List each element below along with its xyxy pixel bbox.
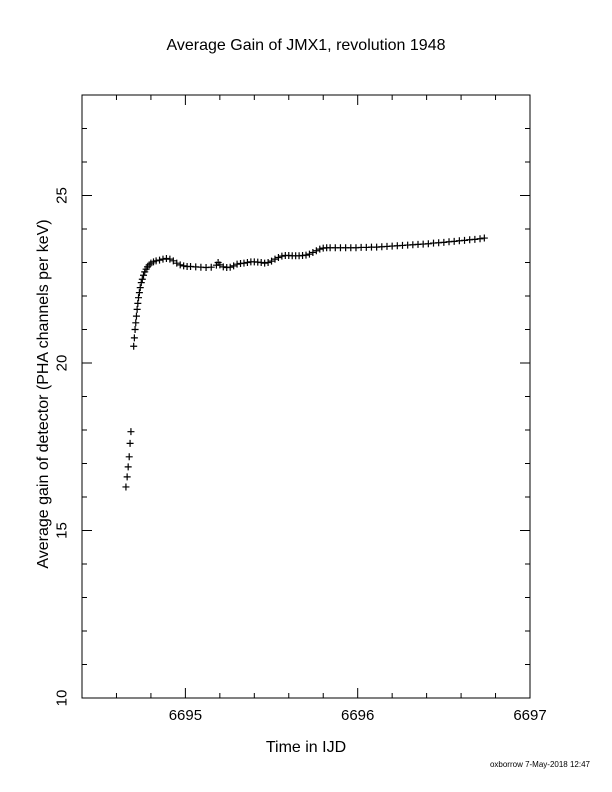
data-point	[124, 463, 132, 471]
data-point	[261, 259, 269, 267]
data-point	[131, 326, 139, 333]
data-point	[461, 236, 469, 244]
data-points	[122, 234, 488, 491]
data-point	[137, 279, 145, 287]
data-point	[471, 235, 479, 243]
data-point	[133, 305, 141, 313]
data-point	[271, 255, 279, 263]
data-point	[130, 334, 138, 342]
data-point	[176, 261, 184, 269]
data-point	[274, 253, 282, 261]
data-point	[312, 247, 320, 255]
data-point	[122, 483, 130, 491]
data-point	[226, 263, 234, 271]
data-point	[126, 439, 134, 447]
y-tick-label: 25	[54, 187, 71, 204]
data-point	[159, 255, 167, 263]
data-point	[136, 284, 144, 292]
y-axis-ticks: 10 15 20 25	[54, 94, 530, 707]
data-point	[302, 251, 310, 259]
data-point	[180, 262, 188, 270]
x-tick-label: 6696	[341, 707, 374, 724]
data-point	[135, 289, 143, 297]
data-point	[278, 252, 286, 260]
data-point	[130, 342, 138, 350]
data-point	[123, 473, 131, 481]
data-point	[257, 259, 265, 266]
data-point	[476, 235, 484, 243]
x-axis-label: Time in IJD	[265, 739, 347, 756]
plot-frame	[81, 94, 531, 699]
data-point	[156, 256, 164, 264]
data-point	[138, 275, 146, 283]
data-point	[132, 312, 140, 320]
y-tick-label: 15	[54, 522, 71, 539]
y-tick-label: 20	[54, 355, 71, 372]
data-point	[264, 259, 272, 266]
data-point	[140, 271, 148, 279]
data-point	[166, 255, 174, 263]
data-point	[145, 261, 153, 269]
data-point	[440, 238, 448, 246]
data-point	[125, 453, 133, 461]
data-point	[127, 428, 135, 436]
x-tick-label: 6695	[169, 707, 202, 724]
data-point	[219, 263, 227, 271]
data-point	[424, 240, 432, 248]
data-point	[309, 248, 317, 256]
y-tick-label: 10	[54, 690, 71, 707]
footer-stamp: oxborrow 7-May-2018 12:47	[489, 760, 590, 769]
data-point	[152, 257, 160, 265]
data-point	[316, 245, 324, 253]
data-point	[480, 234, 488, 242]
data-point	[207, 263, 215, 271]
data-point	[135, 294, 143, 302]
data-point	[450, 237, 458, 245]
x-axis-ticks: 6695 6696 6697	[115, 95, 547, 724]
data-point	[233, 260, 241, 268]
data-point	[162, 254, 170, 262]
chart-title: Average Gain of JMX1, revolution 1948	[166, 37, 446, 54]
data-point	[240, 259, 248, 267]
data-point	[173, 259, 181, 267]
x-tick-label: 6697	[513, 707, 546, 724]
data-point	[134, 299, 142, 307]
data-point	[132, 319, 140, 327]
data-point	[230, 262, 238, 270]
data-point	[305, 250, 313, 258]
data-point	[243, 259, 251, 266]
